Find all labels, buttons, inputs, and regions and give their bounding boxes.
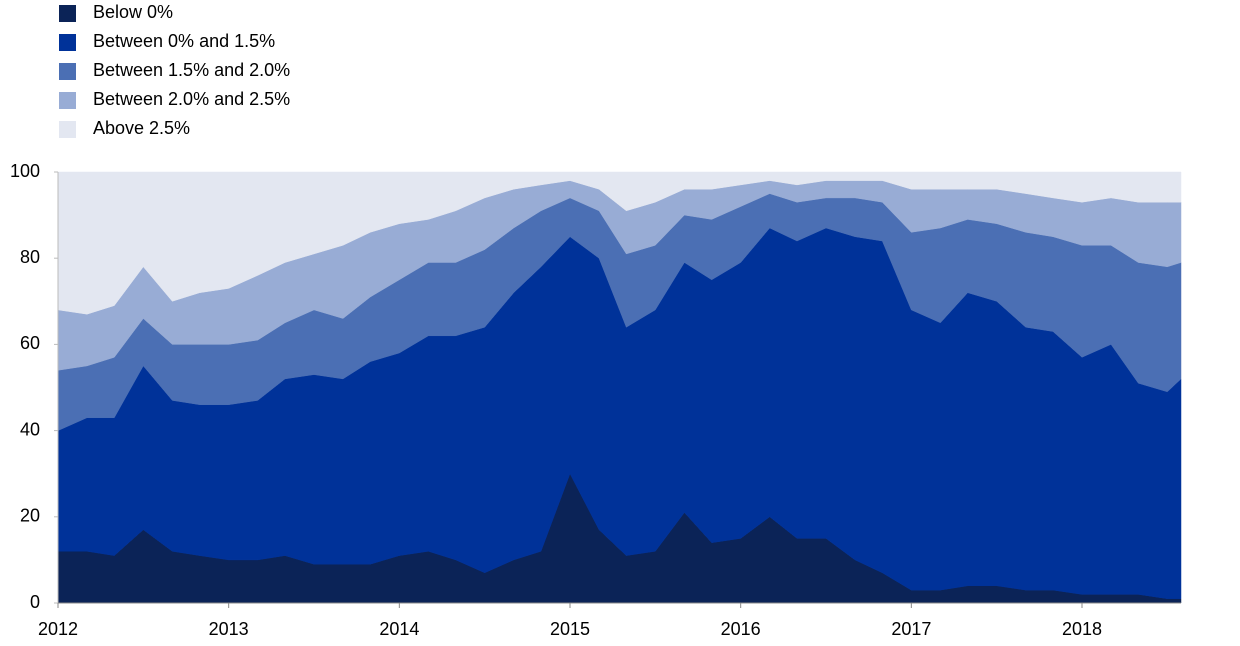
legend-label: Between 1.5% and 2.0% bbox=[93, 60, 290, 80]
x-tick-label: 2012 bbox=[38, 619, 78, 639]
x-tick-label: 2013 bbox=[209, 619, 249, 639]
y-tick-label: 80 bbox=[20, 247, 40, 267]
y-tick-label: 60 bbox=[20, 333, 40, 353]
legend-label: Between 2.0% and 2.5% bbox=[93, 89, 290, 109]
legend-label: Below 0% bbox=[93, 2, 173, 22]
legend-label: Between 0% and 1.5% bbox=[93, 31, 275, 51]
legend-swatch bbox=[59, 63, 76, 80]
legend-label: Above 2.5% bbox=[93, 118, 190, 138]
area bbox=[57, 171, 1182, 315]
y-tick-label: 0 bbox=[30, 592, 40, 612]
legend-swatch bbox=[59, 34, 76, 51]
y-tick-label: 20 bbox=[20, 506, 40, 526]
legend-swatch bbox=[59, 92, 76, 109]
legend-swatch bbox=[59, 5, 76, 22]
y-tick-label: 100 bbox=[10, 161, 40, 181]
x-tick-label: 2015 bbox=[550, 619, 590, 639]
x-tick-label: 2017 bbox=[891, 619, 931, 639]
x-tick-label: 2016 bbox=[721, 619, 761, 639]
legend-swatch bbox=[59, 121, 76, 138]
y-tick-label: 40 bbox=[20, 419, 40, 439]
x-tick-label: 2014 bbox=[379, 619, 419, 639]
x-tick-label: 2018 bbox=[1062, 619, 1102, 639]
